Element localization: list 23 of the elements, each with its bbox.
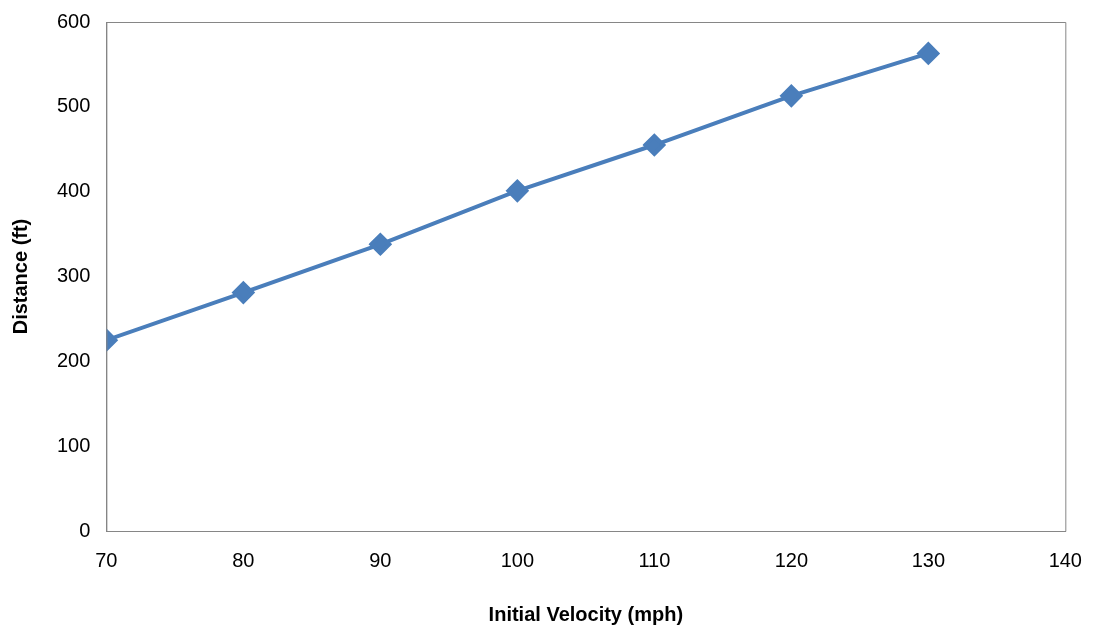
y-axis-title: Distance (ft) [8, 218, 31, 335]
x-tick-label: 130 [911, 548, 946, 571]
y-tick-label: 500 [56, 94, 91, 117]
point [232, 281, 255, 304]
point [369, 233, 392, 256]
x-tick-label: 140 [1048, 548, 1082, 571]
x-tick-label: 90 [369, 548, 392, 571]
y-tick-label: 100 [56, 433, 91, 456]
x-tick-label: 110 [638, 548, 671, 571]
x-tick-label: 120 [774, 548, 809, 571]
point [506, 179, 529, 202]
x-tick-label: 100 [500, 548, 535, 571]
point [643, 134, 666, 157]
x-tick-label: 80 [232, 548, 255, 571]
point [780, 84, 803, 107]
x-axis-title: Initial Velocity (mph) [488, 602, 684, 625]
y-tick-label: 400 [56, 179, 91, 202]
x-tick-label: 70 [95, 548, 118, 571]
point [917, 42, 940, 65]
y-tick-label: 0 [79, 518, 91, 541]
y-tick-label: 600 [56, 9, 91, 32]
y-tick-label: 200 [56, 348, 91, 371]
y-tick-label: 300 [56, 264, 91, 287]
